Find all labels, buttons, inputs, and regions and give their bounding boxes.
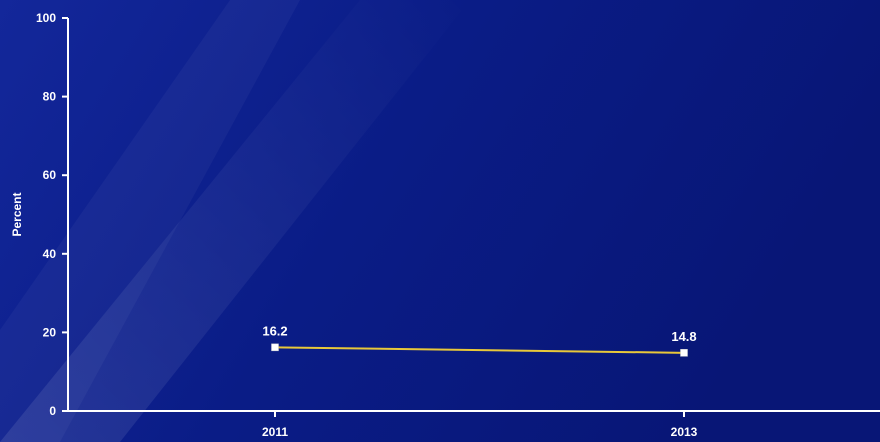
y-tick-label: 80 [43, 90, 57, 104]
background-sheen-2 [0, 0, 300, 442]
series-line [274, 346, 685, 354]
x-tick-label: 2011 [262, 425, 288, 439]
background-sheen [0, 0, 470, 442]
data-label: 14.8 [671, 329, 696, 344]
y-axis-title: Percent [10, 192, 24, 236]
y-tick-label: 60 [43, 168, 57, 182]
data-point [271, 343, 279, 352]
data-point [680, 349, 688, 357]
y-tick-label: 0 [49, 404, 56, 418]
y-tick-label: 20 [43, 325, 57, 339]
y-tick-label: 100 [36, 11, 56, 25]
y-tick-label: 40 [43, 247, 57, 261]
data-label: 16.2 [262, 323, 287, 338]
x-tick-label: 2013 [671, 425, 698, 439]
